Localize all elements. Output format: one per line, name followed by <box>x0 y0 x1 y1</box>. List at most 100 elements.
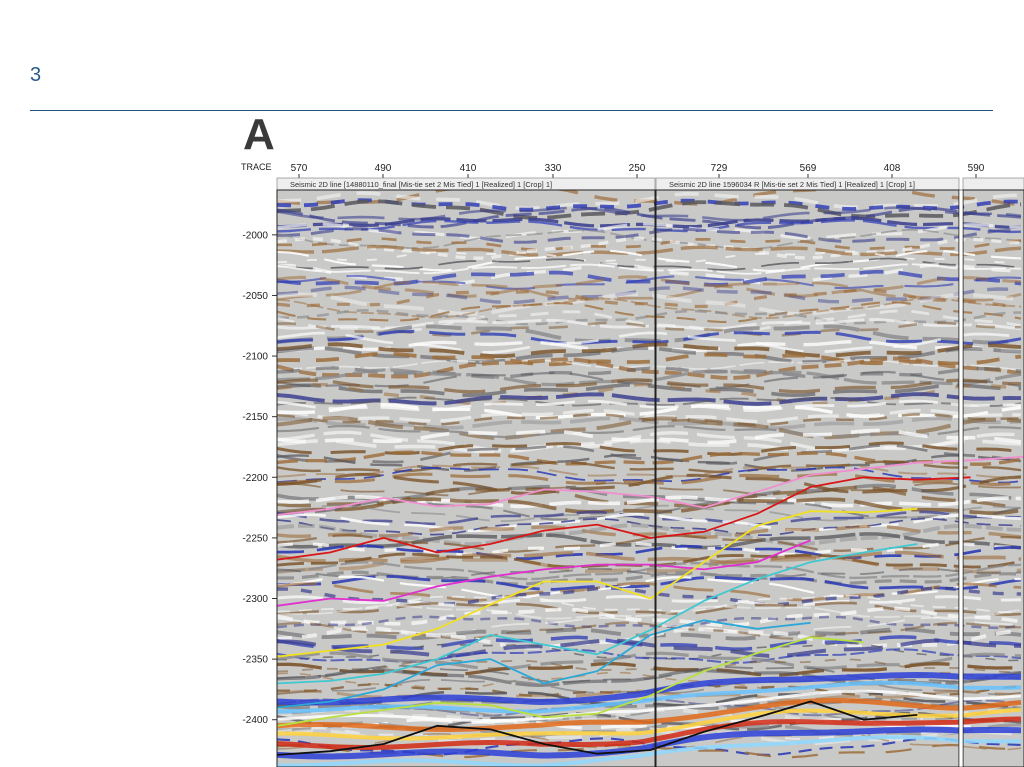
horizon-line <box>277 539 811 607</box>
reflector-band <box>277 504 1022 523</box>
y-tick-label: -2200 <box>242 473 268 484</box>
reflector-band <box>277 615 1022 630</box>
reflector-band <box>277 606 1022 627</box>
reflector-band <box>277 524 1022 539</box>
high-amplitude-band <box>277 689 1022 722</box>
reflector-band <box>277 594 1022 614</box>
trace-axis: 570 490 410 330 250 729 569 408 590 <box>291 163 985 178</box>
horizon-line <box>277 455 1024 516</box>
reflector-band <box>277 301 1022 324</box>
reflector-band <box>277 544 1022 560</box>
y-tick-label: -2250 <box>242 533 268 544</box>
reflector-band <box>277 399 1022 412</box>
reflector-band <box>277 378 1022 394</box>
reflector-band <box>277 358 1022 371</box>
reflector-band <box>277 586 1022 607</box>
x-tick-label: 408 <box>884 163 901 174</box>
reflector-band <box>277 635 1022 651</box>
reflector-band <box>277 638 1022 658</box>
horizon-line <box>277 476 971 561</box>
reflector-band <box>277 416 1022 430</box>
reflector-band <box>277 199 1022 220</box>
reflector-band <box>277 206 1022 230</box>
x-tick-label: 729 <box>711 163 728 174</box>
reflector-band <box>277 244 1022 258</box>
reflector-band <box>277 309 1022 333</box>
depth-axis: -2000 -2050 -2100 -2150 -2200 -2250 -2300 -2350… <box>242 230 277 726</box>
horizon-line <box>277 636 864 727</box>
reflector-band <box>277 743 1022 759</box>
trace-axis-label: TRACE <box>241 162 272 172</box>
reflector-band <box>277 339 1022 353</box>
reflector-band <box>277 424 1022 439</box>
panel-letter: A <box>243 110 275 159</box>
reflector-band <box>277 466 1022 484</box>
reflector-band <box>277 262 1022 286</box>
reflector-band <box>277 541 1022 556</box>
horizon-line <box>277 700 918 756</box>
reflector-band <box>277 556 1022 575</box>
reflector-band <box>277 616 1022 636</box>
reflector-band <box>277 329 1022 346</box>
reflector-band <box>277 444 1022 466</box>
reflector-band <box>277 438 1022 454</box>
x-tick-label: 410 <box>460 163 477 174</box>
reflector-band <box>277 227 1022 244</box>
reflector-band <box>277 356 1022 380</box>
section-a-header: Seismic 2D line [14880110_final [Mis-tie… <box>290 180 552 189</box>
reflector-band <box>277 190 1022 207</box>
reflector-band <box>277 510 1022 526</box>
high-amplitude-band <box>277 680 1022 714</box>
section-headers: Seismic 2D line [14880110_final [Mis-tie… <box>290 180 915 189</box>
horizon-line <box>277 619 811 709</box>
section-gap <box>958 189 964 767</box>
high-amplitude-band <box>277 735 1022 767</box>
y-tick-label: -2150 <box>242 412 268 423</box>
reflector-band <box>277 392 1022 406</box>
reflector-band <box>277 648 1022 664</box>
reflector-band <box>277 249 1022 272</box>
x-tick-label: 590 <box>968 163 985 174</box>
reflector-band <box>277 342 1022 358</box>
reflector-band <box>277 250 1022 264</box>
y-tick-label: -2100 <box>242 352 268 363</box>
reflector-band <box>277 292 1022 317</box>
reflector-band <box>277 671 1022 691</box>
horizon-line <box>277 543 918 685</box>
y-tick-label: -2300 <box>242 594 268 605</box>
reflector-band <box>277 464 1022 479</box>
section-b-header: Seismic 2D line 1596034 R [Mis-tie set 2… <box>669 180 915 189</box>
reflector-band <box>277 550 1022 565</box>
reflector-band <box>277 581 1022 602</box>
reflector-band <box>277 517 1022 537</box>
reflector-band <box>277 512 1022 533</box>
interpreted-horizons <box>277 455 1024 756</box>
reflector-band <box>277 707 1022 725</box>
y-tick-label: -2000 <box>242 230 268 241</box>
reflector-band <box>277 604 1022 620</box>
reflector-band <box>277 574 1022 591</box>
high-amplitude-band <box>277 671 1022 706</box>
y-tick-label: -2050 <box>242 291 268 302</box>
reflector-band <box>277 396 1022 407</box>
reflector-band <box>277 575 1022 599</box>
header-rule <box>30 110 993 111</box>
high-amplitude-band <box>277 698 1022 732</box>
slide-number: 3 <box>30 64 42 86</box>
section-frame <box>276 189 656 767</box>
x-tick-label: 569 <box>800 163 817 174</box>
reflector-band <box>277 651 1022 671</box>
horizon-line <box>277 507 918 658</box>
reflector-band <box>277 718 1022 731</box>
y-tick-label: -2350 <box>242 655 268 666</box>
reflector-band <box>277 257 1022 271</box>
reflector-band <box>277 667 1022 687</box>
reflector-band <box>277 621 1022 640</box>
reflector-band <box>277 561 1022 581</box>
high-amplitude-band <box>277 716 1022 750</box>
reflector-band <box>277 402 1022 420</box>
reflector-band <box>277 382 1022 406</box>
reflector-band <box>277 274 1022 290</box>
reflector-band <box>277 408 1022 424</box>
